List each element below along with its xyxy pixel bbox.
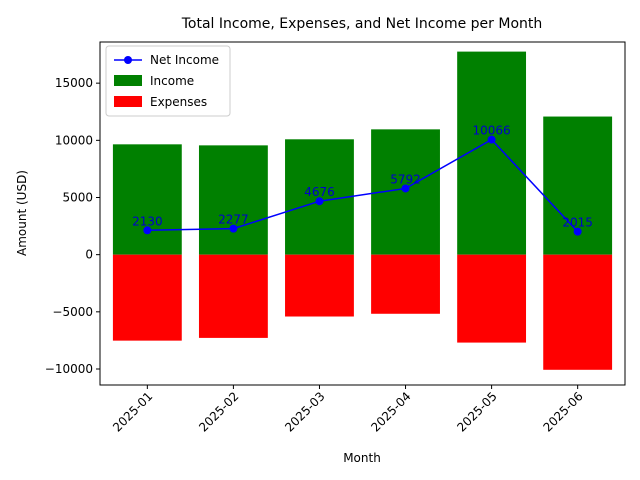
- net-income-point-2025-03: [315, 197, 324, 206]
- bar-expenses-2025-06: [543, 254, 613, 370]
- y-tick-label--5000: −5000: [52, 305, 93, 319]
- bar-expenses-2025-05: [457, 254, 527, 343]
- net-income-point-2025-06: [573, 227, 582, 236]
- legend: Net Income Income Expenses: [105, 45, 231, 117]
- x-axis-label: Month: [343, 451, 381, 465]
- y-tick-label-15000: 15000: [55, 76, 93, 90]
- net-income-data-label-2025-05: 10066: [473, 124, 511, 138]
- bar-income-2025-02: [198, 145, 268, 255]
- legend-label-net-income: Net Income: [150, 53, 219, 67]
- net-income-data-label-2025-04: 5792: [390, 172, 421, 186]
- bar-expenses-2025-03: [285, 254, 354, 317]
- chart-title: Total Income, Expenses, and Net Income p…: [181, 16, 543, 32]
- legend-swatch-expenses: [114, 96, 142, 107]
- net-income-data-label-2025-02: 2277: [218, 213, 249, 227]
- y-tick-label--10000: −10000: [45, 362, 93, 376]
- net-income-data-label-2025-01: 2130: [132, 214, 163, 228]
- bar-expenses-2025-02: [198, 254, 268, 338]
- y-tick-label-10000: 10000: [55, 133, 93, 147]
- bar-income-2025-03: [285, 139, 354, 255]
- y-tick-label-0: 0: [85, 248, 93, 262]
- bar-expenses-2025-01: [112, 254, 182, 341]
- y-axis-label: Amount (USD): [15, 170, 29, 256]
- net-income-point-2025-04: [401, 184, 410, 193]
- net-income-layer: 2130 2277 4676 5792 10066 2015: [132, 124, 593, 236]
- net-income-point-2025-05: [487, 135, 496, 144]
- legend-label-income: Income: [150, 74, 194, 88]
- bar-income-2025-01: [112, 144, 182, 255]
- y-tick-label-5000: 5000: [62, 190, 93, 204]
- net-income-data-label-2025-06: 2015: [562, 216, 593, 230]
- legend-marker-net-income: [124, 56, 132, 64]
- net-income-point-2025-01: [143, 226, 152, 235]
- net-income-line: [147, 138, 579, 233]
- net-income-data-label-2025-03: 4676: [304, 185, 335, 199]
- net-income-point-2025-02: [229, 224, 238, 233]
- plot-frame: [99, 41, 626, 386]
- bar-expenses-2025-04: [371, 254, 440, 314]
- legend-swatch-income: [114, 75, 142, 86]
- legend-label-expenses: Expenses: [150, 95, 207, 109]
